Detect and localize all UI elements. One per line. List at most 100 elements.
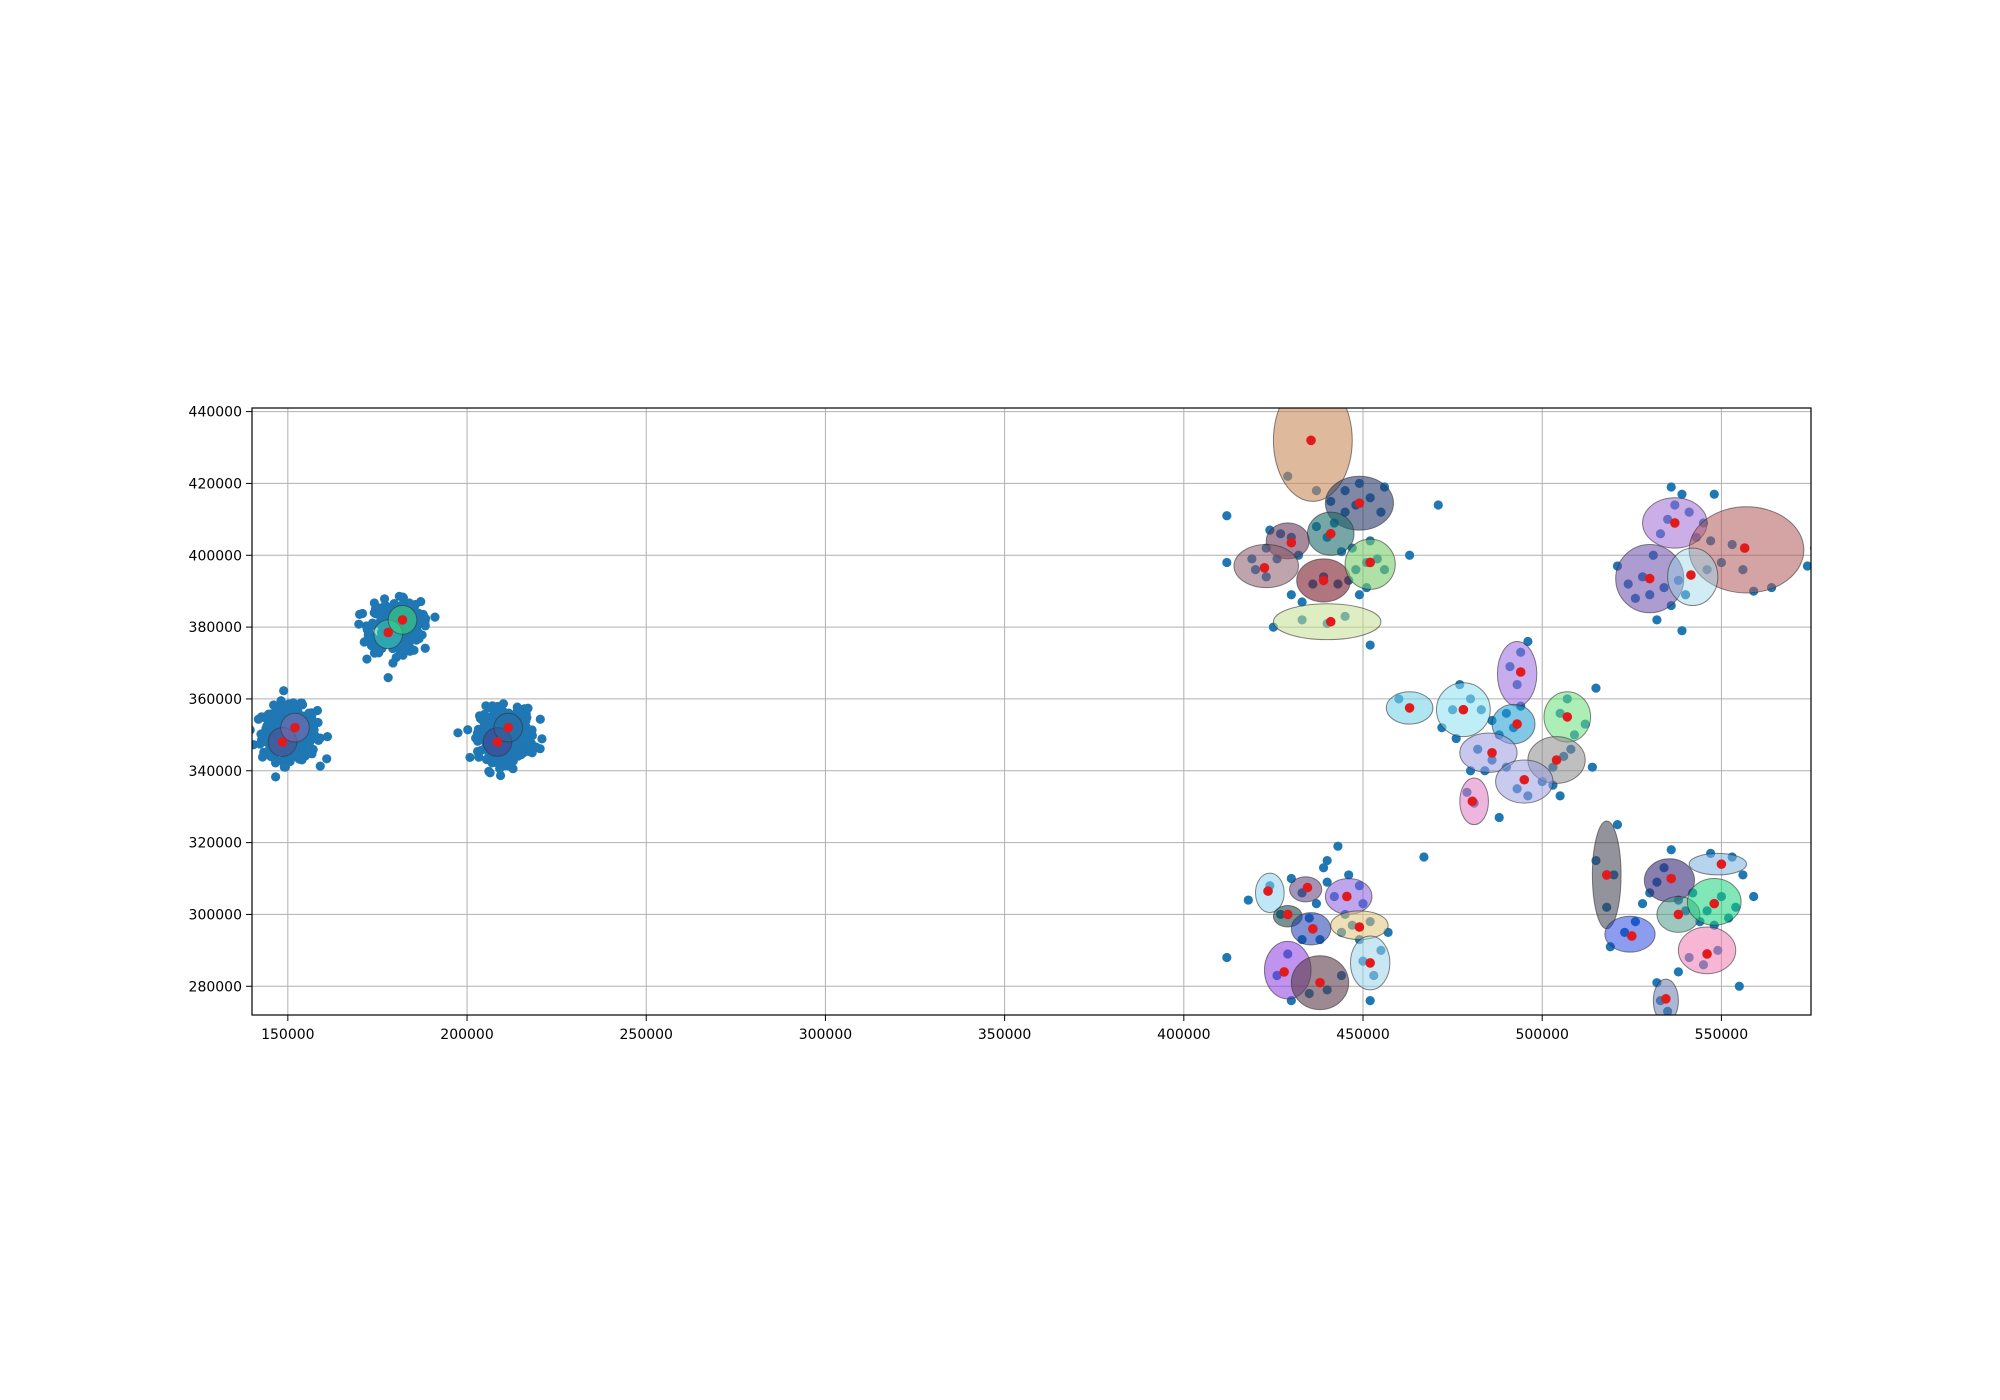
cluster-center xyxy=(1354,922,1365,932)
cluster-center xyxy=(1282,909,1293,920)
x-tick-label: 400000 xyxy=(1157,1027,1210,1043)
data-point xyxy=(1749,891,1759,902)
data-point xyxy=(485,768,495,778)
y-tick-label: 340000 xyxy=(189,764,242,780)
data-point xyxy=(412,631,422,641)
data-point xyxy=(409,645,419,655)
data-point xyxy=(485,719,495,729)
data-point xyxy=(1419,852,1429,862)
cluster-center xyxy=(1263,886,1273,896)
data-point xyxy=(1666,845,1676,855)
data-point xyxy=(500,760,510,771)
cluster-center xyxy=(1342,891,1352,902)
data-point xyxy=(1318,863,1329,873)
data-point xyxy=(1666,482,1676,492)
y-axis-ticks: 280000 300000 320000 340000 360000 380000 4000… xyxy=(189,405,252,995)
cluster-center xyxy=(492,737,503,747)
data-point xyxy=(420,617,430,627)
data-point xyxy=(399,640,410,650)
cluster-center xyxy=(1702,949,1712,959)
cluster-center xyxy=(1644,573,1655,584)
cluster-center xyxy=(383,627,393,638)
cluster-center xyxy=(1404,703,1415,713)
cluster-center xyxy=(1519,774,1530,785)
data-point xyxy=(1591,683,1601,693)
x-tick-label: 150000 xyxy=(261,1027,314,1043)
data-point xyxy=(1365,640,1375,650)
x-tick-label: 550000 xyxy=(1695,1027,1748,1043)
cluster-center xyxy=(1325,616,1336,627)
data-point xyxy=(1311,899,1322,909)
y-tick-label: 440000 xyxy=(189,405,242,421)
data-point xyxy=(357,608,368,619)
data-point xyxy=(1637,899,1648,909)
cluster-center xyxy=(1627,931,1637,941)
cluster-center xyxy=(1458,704,1469,715)
data-point xyxy=(266,709,276,719)
x-tick-label: 500000 xyxy=(1515,1027,1568,1043)
y-tick-label: 400000 xyxy=(189,548,242,564)
data-point xyxy=(252,725,255,735)
cluster-center xyxy=(290,722,300,733)
data-point xyxy=(495,770,506,781)
data-point xyxy=(1680,590,1691,600)
data-point xyxy=(1222,952,1232,963)
data-point xyxy=(388,658,398,668)
cluster-center xyxy=(1259,563,1270,573)
data-point xyxy=(1405,550,1415,560)
data-point xyxy=(453,728,463,738)
cluster-center xyxy=(1365,958,1375,968)
cluster-center xyxy=(1716,859,1727,869)
data-point xyxy=(309,725,319,735)
cluster-center xyxy=(1661,994,1671,1004)
y-tick-label: 300000 xyxy=(189,907,242,923)
data-point xyxy=(1344,870,1354,880)
cluster-center xyxy=(1467,796,1478,807)
data-point xyxy=(1677,489,1687,499)
data-point xyxy=(1652,615,1662,625)
data-point xyxy=(264,723,274,733)
data-point xyxy=(465,752,475,763)
grid-lines xyxy=(252,408,1811,1015)
cluster-center xyxy=(1325,528,1336,539)
data-point xyxy=(1494,812,1504,823)
data-point xyxy=(322,754,332,764)
data-point xyxy=(535,744,545,754)
data-point xyxy=(366,641,377,651)
cluster-center xyxy=(277,737,288,747)
cluster-center xyxy=(1308,923,1318,934)
data-point xyxy=(1734,981,1744,991)
data-point xyxy=(363,630,373,640)
data-point xyxy=(279,686,289,696)
data-point xyxy=(1222,511,1232,521)
y-tick-label: 360000 xyxy=(189,692,242,708)
data-point xyxy=(527,748,537,758)
data-point xyxy=(252,740,259,750)
data-point xyxy=(1333,841,1343,851)
data-point xyxy=(1286,590,1296,600)
data-point xyxy=(521,716,531,726)
data-point xyxy=(305,748,315,758)
data-point xyxy=(1354,590,1365,600)
data-point xyxy=(537,734,547,744)
cluster-centers xyxy=(277,435,1750,1004)
data-point xyxy=(1738,870,1748,880)
data-point xyxy=(527,725,537,735)
plot-frame xyxy=(251,407,1812,1016)
data-point xyxy=(1365,996,1375,1006)
cluster-center xyxy=(1487,748,1497,758)
data-point xyxy=(279,762,289,772)
data-point xyxy=(1709,489,1719,499)
data-point xyxy=(315,761,325,771)
x-tick-label: 350000 xyxy=(978,1027,1031,1043)
data-point xyxy=(1587,762,1597,772)
data-point xyxy=(487,758,497,768)
data-point xyxy=(510,748,520,759)
data-point xyxy=(1322,877,1332,887)
data-point xyxy=(476,745,486,756)
cluster-center xyxy=(1318,575,1329,586)
data-point xyxy=(463,725,473,735)
data-point xyxy=(304,708,314,718)
data-point xyxy=(1243,895,1253,905)
